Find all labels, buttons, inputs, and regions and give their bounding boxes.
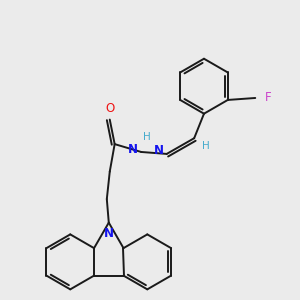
Text: F: F xyxy=(265,92,272,104)
Text: H: H xyxy=(202,141,210,151)
Text: O: O xyxy=(105,102,114,115)
Text: H: H xyxy=(143,132,151,142)
Text: N: N xyxy=(154,145,164,158)
Text: N: N xyxy=(128,143,138,157)
Text: N: N xyxy=(104,226,114,240)
